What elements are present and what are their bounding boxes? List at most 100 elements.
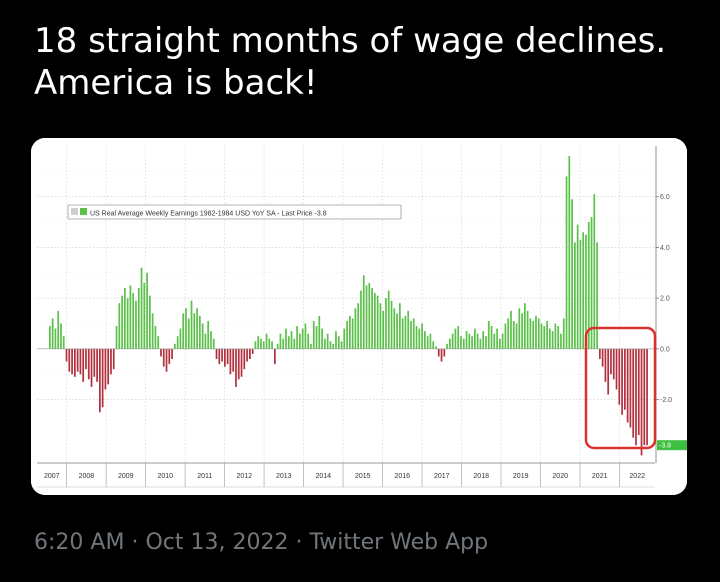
bar <box>574 242 576 349</box>
tweet-time: 6:20 AM <box>34 530 125 555</box>
bar <box>568 156 571 349</box>
tweet-source[interactable]: Twitter Web App <box>309 530 489 555</box>
bar <box>485 336 487 349</box>
bar <box>512 320 515 349</box>
bar <box>176 336 179 349</box>
bar <box>618 348 621 405</box>
x-tick-label: 2022 <box>629 473 645 480</box>
bar <box>624 348 626 410</box>
bar <box>274 348 276 365</box>
bar <box>551 331 554 349</box>
chart-grid <box>37 146 655 463</box>
bar <box>126 298 129 349</box>
bar <box>143 282 146 349</box>
bar <box>312 320 315 349</box>
bar <box>529 318 532 349</box>
bar <box>385 298 387 349</box>
bar <box>576 224 579 349</box>
bar <box>582 232 585 349</box>
bar <box>96 348 98 382</box>
bar <box>415 326 418 349</box>
bar <box>601 348 604 367</box>
bar <box>393 308 396 349</box>
bar <box>135 300 137 349</box>
bar <box>235 348 237 387</box>
bar <box>268 338 271 349</box>
bar <box>518 308 521 349</box>
bar <box>340 341 343 349</box>
bar <box>457 326 460 349</box>
bar <box>646 348 648 446</box>
bar <box>590 217 593 349</box>
bar <box>229 348 232 375</box>
bar <box>99 348 101 413</box>
bar <box>474 328 476 349</box>
bar <box>449 338 451 349</box>
bar <box>421 323 423 349</box>
bar <box>179 328 182 349</box>
bar <box>254 341 257 349</box>
bar <box>632 348 635 438</box>
bar <box>626 348 629 423</box>
bar <box>279 333 282 349</box>
bar <box>196 308 198 349</box>
bar <box>315 326 318 349</box>
x-tick-label: 2008 <box>79 473 95 480</box>
bar <box>429 333 432 349</box>
bar <box>185 308 187 349</box>
bar <box>412 318 415 349</box>
last-price-badge: -3.8 <box>657 440 687 451</box>
bar <box>615 348 618 390</box>
bar <box>76 348 79 372</box>
chart-image[interactable]: 6.0 4.0 2.0 0.0 -2.0 2007 2008 2009 2010 2011 201… <box>31 138 687 495</box>
bar <box>401 318 404 349</box>
bar <box>360 290 362 349</box>
bar <box>301 328 304 349</box>
bar <box>435 346 437 349</box>
bar <box>585 234 587 349</box>
bar <box>71 348 73 375</box>
bar <box>168 348 171 365</box>
bar <box>287 336 290 349</box>
bar <box>199 315 201 349</box>
bar <box>407 310 410 349</box>
x-tick-label: 2014 <box>316 473 332 480</box>
tweet-date[interactable]: Oct 13, 2022 <box>145 530 289 555</box>
bar <box>490 326 493 349</box>
bar <box>610 348 612 375</box>
bar <box>101 348 104 408</box>
bar <box>62 336 65 349</box>
bar <box>346 320 348 349</box>
bar <box>207 320 210 349</box>
bar <box>226 348 229 365</box>
bar <box>182 313 185 349</box>
x-tick-label: 2018 <box>473 473 489 480</box>
bar <box>571 199 573 349</box>
bar <box>212 338 215 349</box>
bar <box>387 290 390 349</box>
bar <box>149 295 151 349</box>
bar <box>446 343 448 349</box>
bar <box>635 348 637 446</box>
bar <box>335 331 337 349</box>
x-tick-label: 2009 <box>118 473 134 480</box>
bar <box>140 267 143 349</box>
y-tick-label: 4.0 <box>660 245 670 252</box>
bar <box>432 341 435 349</box>
bar <box>504 323 507 349</box>
bar <box>265 333 268 349</box>
bar <box>124 288 126 349</box>
bar <box>607 348 610 395</box>
bar <box>137 288 140 349</box>
x-tick-label: 2020 <box>552 473 568 480</box>
separator: · <box>295 530 303 555</box>
bar <box>240 348 243 377</box>
bar <box>612 348 615 380</box>
bar <box>246 348 248 362</box>
bar <box>307 333 310 349</box>
bar <box>249 348 251 360</box>
bar <box>351 318 354 349</box>
x-tick-label: 2012 <box>237 473 253 480</box>
bar <box>318 315 321 349</box>
bar <box>79 348 82 375</box>
